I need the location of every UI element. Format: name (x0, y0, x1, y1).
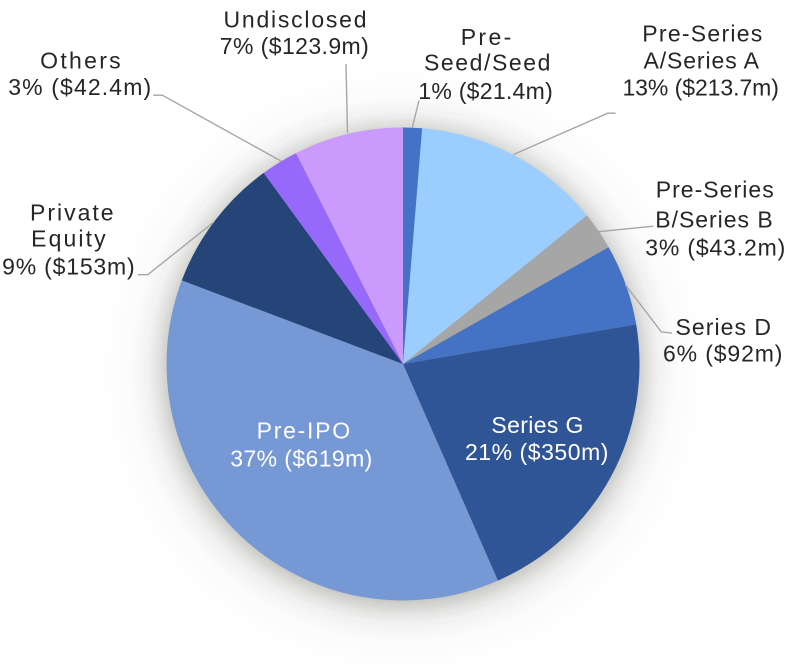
svg-text:Series D: Series D (676, 314, 772, 340)
svg-text:Pre-: Pre- (461, 24, 512, 50)
svg-text:Undisclosed: Undisclosed (224, 6, 367, 32)
svg-text:6% ($92m): 6% ($92m) (663, 341, 783, 367)
svg-text:13% ($213.7m): 13% ($213.7m) (622, 75, 779, 101)
svg-text:Pre-IPO: Pre-IPO (257, 417, 351, 443)
svg-text:7% ($123.9m): 7% ($123.9m) (220, 33, 369, 59)
svg-text:37% ($619m): 37% ($619m) (230, 446, 372, 472)
svg-text:9% ($153m): 9% ($153m) (2, 254, 134, 280)
svg-text:1% ($21.4m): 1% ($21.4m) (418, 78, 553, 104)
svg-text:Equity: Equity (31, 226, 106, 252)
svg-text:Seed/Seed: Seed/Seed (424, 50, 551, 76)
svg-text:Pre-Series: Pre-Series (642, 20, 762, 46)
svg-text:3% ($43.2m): 3% ($43.2m) (645, 235, 785, 261)
svg-text:B/Series B: B/Series B (655, 207, 773, 233)
svg-text:Series G: Series G (491, 412, 583, 438)
svg-text:Pre-Series: Pre-Series (656, 177, 774, 203)
svg-text:Private: Private (30, 200, 114, 226)
svg-text:3% ($42.4m): 3% ($42.4m) (8, 74, 151, 100)
svg-text:21% ($350m): 21% ($350m) (465, 439, 609, 465)
svg-text:Others: Others (40, 48, 120, 74)
svg-text:A/Series A: A/Series A (643, 47, 759, 73)
